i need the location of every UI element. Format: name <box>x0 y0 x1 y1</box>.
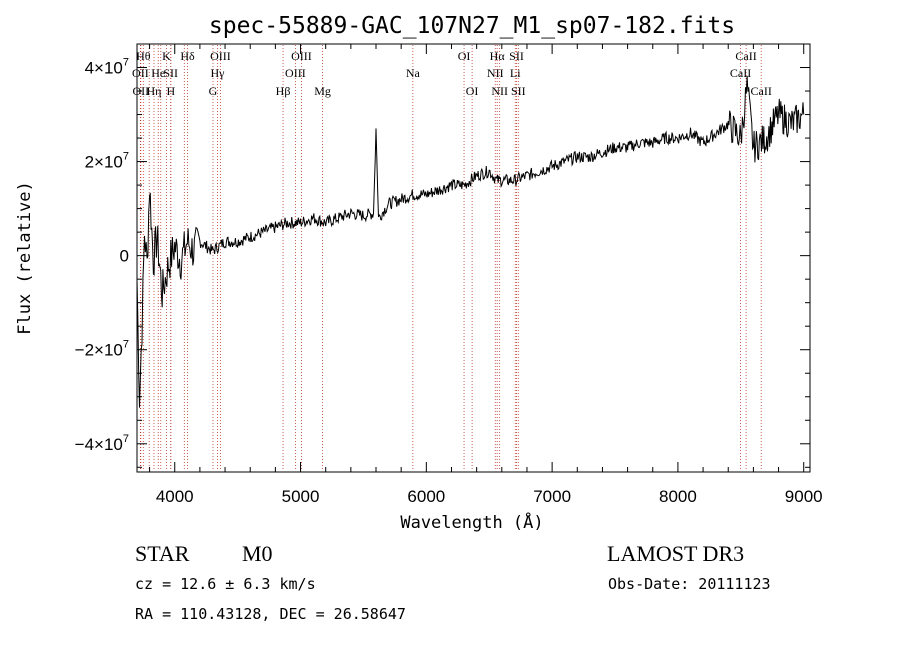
line-label-0: Hθ <box>136 49 151 63</box>
object-subclass: M0 <box>242 541 273 566</box>
x-tick-label-5000: 5000 <box>282 487 320 506</box>
survey-name: LAMOST DR3 <box>607 541 744 566</box>
obs-date: Obs-Date: 20111123 <box>608 575 771 593</box>
line-label-13: Hγ <box>211 66 226 80</box>
line-label-28: CaII <box>730 66 751 80</box>
line-label-5: He <box>151 66 165 80</box>
line-label-7: K <box>162 49 171 63</box>
line-label-4: Hη <box>147 84 162 98</box>
line-label-30: CaII <box>751 84 772 98</box>
line-label-9: SII <box>163 66 178 80</box>
line-label-25: Li <box>510 66 521 80</box>
line-label-16: OIII <box>285 66 306 80</box>
line-label-12: G <box>209 84 218 98</box>
x-axis-label: Wavelength (Å) <box>400 511 543 533</box>
line-label-26: SII <box>509 49 524 63</box>
line-label-14: OIII <box>210 49 231 63</box>
object-class: STAR <box>135 541 190 566</box>
line-label-20: OI <box>458 49 471 63</box>
line-label-27: SII <box>511 84 526 98</box>
line-label-19: Na <box>406 66 421 80</box>
line-label-22: NII <box>487 66 504 80</box>
chart-title: spec-55889-GAC_107N27_M1_sp07-182.fits <box>209 13 735 39</box>
plot-frame <box>136 43 811 473</box>
y-axis-label: Flux (relative) <box>15 181 35 335</box>
y-axis-ticks: −4×107 −2×107 0 2×107 4×107 <box>75 43 810 468</box>
x-tick-label-4000: 4000 <box>156 487 194 506</box>
y-tick-label-1: −2×107 <box>75 339 129 360</box>
redshift-readout: cz = 12.6 ± 6.3 km/s <box>135 575 316 593</box>
y-tick-label-2: 0 <box>120 247 129 266</box>
line-label-8: H <box>167 84 176 98</box>
x-tick-label-8000: 8000 <box>659 487 697 506</box>
emission-line-markers <box>139 45 762 471</box>
coordinates: RA = 110.43128, DEC = 26.58647 <box>135 605 406 623</box>
line-label-10: Hδ <box>180 49 195 63</box>
line-label-1: OII <box>132 66 149 80</box>
line-label-29: CaII <box>735 49 756 63</box>
line-label-23: Hα <box>490 49 506 63</box>
spectrum-series <box>136 75 805 408</box>
line-label-21: OI <box>466 84 479 98</box>
x-axis-ticks: 4000 5000 6000 7000 8000 9000 <box>149 44 823 506</box>
line-label-18: Mg <box>314 84 331 98</box>
x-tick-label-9000: 9000 <box>785 487 823 506</box>
y-tick-label-3: 2×107 <box>85 151 129 172</box>
x-tick-label-7000: 7000 <box>533 487 571 506</box>
y-tick-label-4: 4×107 <box>85 57 129 78</box>
x-tick-label-6000: 6000 <box>407 487 445 506</box>
emission-line-labels: HθOIIOIIHηHeKHSIIHδGHγOIIIHβOIIIOIIIMgNa… <box>132 49 772 98</box>
line-label-15: Hβ <box>276 84 291 98</box>
spectrum-line <box>136 75 805 408</box>
y-tick-label-0: −4×107 <box>75 433 129 454</box>
line-label-24: NII <box>491 84 508 98</box>
line-label-17: OIII <box>291 49 312 63</box>
